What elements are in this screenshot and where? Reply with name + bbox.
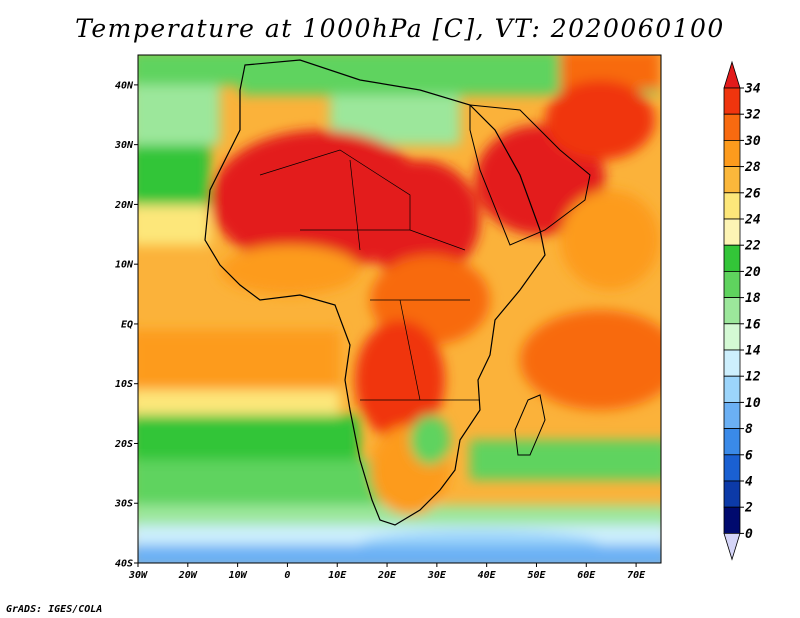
map-frame xyxy=(137,54,662,564)
lon-tick-label: 10E xyxy=(328,570,347,581)
colorbar-swatch xyxy=(723,428,741,456)
colorbar-swatch xyxy=(723,87,741,115)
lon-tick-label: 10W xyxy=(229,570,248,581)
colorbar-label: 32 xyxy=(744,108,761,123)
colorbar-swatch xyxy=(723,401,741,429)
colorbar-bottom-arrow xyxy=(723,533,741,561)
colorbar-label: 18 xyxy=(745,291,761,306)
lat-tick-label: 40N xyxy=(115,80,134,91)
colorbar-swatch xyxy=(723,506,741,534)
lon-tick-label: 70E xyxy=(627,570,646,581)
colorbar-swatch xyxy=(723,166,741,194)
lat-tick-label: 30N xyxy=(114,140,134,151)
colorbar-swatch xyxy=(723,218,741,246)
colorbar-label: 2 xyxy=(744,501,753,516)
colorbar-label: 30 xyxy=(744,134,761,149)
lon-tick-label: 60E xyxy=(577,570,596,581)
lon-tick-label: 30W xyxy=(128,570,148,581)
colorbar-label: 20 xyxy=(744,265,761,280)
chart-title: Temperature at 1000hPa [C], VT: 20200601… xyxy=(75,14,725,43)
colorbar-swatch xyxy=(723,454,741,482)
lat-tick-label: 40S xyxy=(115,559,133,570)
colorbar-swatch xyxy=(723,139,741,167)
colorbar-label: 26 xyxy=(744,186,761,201)
colorbar-swatch xyxy=(723,113,741,141)
colorbar-label: 28 xyxy=(744,160,761,175)
colorbar-label: 8 xyxy=(745,422,753,437)
lat-tick-label: 20S xyxy=(114,439,133,450)
lon-tick-label: 0 xyxy=(284,570,290,581)
colorbar-swatch xyxy=(723,192,741,220)
colorbar-label: 6 xyxy=(745,448,753,463)
colorbar-label: 0 xyxy=(745,527,753,542)
colorbar-label: 14 xyxy=(745,344,761,359)
colorbar-label: 10 xyxy=(745,396,761,411)
colorbar-swatch xyxy=(723,244,741,272)
arabia-coastline xyxy=(469,104,591,246)
lon-tick-label: 20E xyxy=(377,570,397,581)
lat-tick-label: 20N xyxy=(114,200,134,211)
africa-coastline xyxy=(204,59,546,526)
lat-tick-label: 10N xyxy=(115,260,134,271)
madagascar-coastline xyxy=(514,394,546,456)
footer-credit: GrADS: IGES/COLA xyxy=(6,604,103,615)
colorbar-swatch xyxy=(723,270,741,298)
colorbar-swatch xyxy=(723,349,741,377)
colorbar-swatch xyxy=(723,375,741,403)
lat-tick-label: 10S xyxy=(115,379,133,390)
lon-tick-label: 20W xyxy=(178,570,198,581)
country-borders xyxy=(259,149,480,401)
longitude-axis: 30W 20W 10W 0 10E 20E 30E 40E 50E 60E 70E xyxy=(128,563,646,581)
colorbar-swatch xyxy=(723,297,741,325)
lon-tick-label: 50E xyxy=(527,570,546,581)
colorbar-swatch xyxy=(723,480,741,508)
colorbar-label: 24 xyxy=(744,213,761,228)
colorbar-label: 12 xyxy=(745,370,761,385)
latitude-axis: 40N 30N 20N 10N EQ 10S 20S 30S 40S xyxy=(114,80,138,570)
colorbar-top-arrow xyxy=(723,60,741,89)
colorbar-label: 22 xyxy=(744,239,761,254)
lon-tick-label: 40E xyxy=(478,570,497,581)
colorbar-label: 34 xyxy=(744,82,761,97)
lon-tick-label: 30E xyxy=(427,570,447,581)
lat-tick-label: EQ xyxy=(121,319,133,330)
colorbar-label: 16 xyxy=(745,317,761,332)
colorbar-label: 4 xyxy=(745,475,753,490)
colorbar-swatch xyxy=(723,323,741,351)
lat-tick-label: 30S xyxy=(114,499,133,510)
temperature-field xyxy=(138,55,661,563)
